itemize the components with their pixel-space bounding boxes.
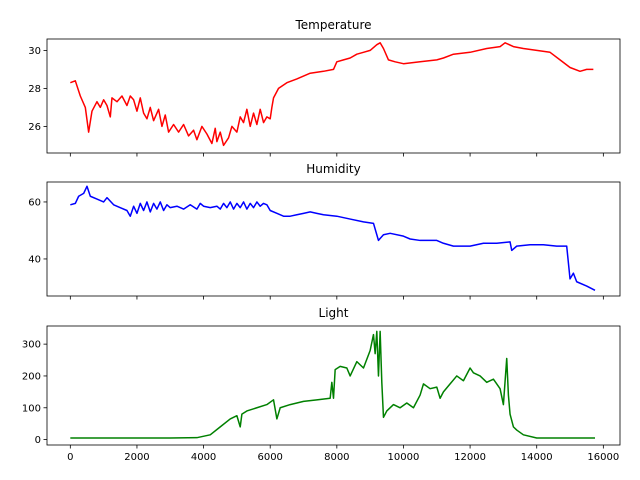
light-x-tick-label: 4000 [191, 452, 216, 463]
light-x-tick-label: 14000 [521, 452, 553, 463]
temperature-y-tick-label: 26 [28, 122, 41, 133]
humidity-y-tick-label: 40 [28, 254, 41, 265]
light-axes-frame [46, 325, 621, 446]
temperature-panel: Temperature 26 28 30 [28, 18, 621, 157]
temperature-series-line [70, 42, 594, 147]
light-y-tick-label: 0 [35, 435, 41, 446]
light-x-tick-label: 16000 [587, 452, 619, 463]
light-x-tick-label: 12000 [454, 452, 486, 463]
humidity-y-tick-label: 60 [28, 197, 41, 208]
temperature-y-tick-label: 28 [28, 84, 41, 95]
light-y-tick-label: 300 [22, 340, 41, 351]
light-x-tick-label: 0 [67, 452, 73, 463]
temperature-y-tick-label: 30 [28, 46, 41, 57]
temperature-axes-frame [46, 38, 621, 154]
humidity-plot-body [70, 185, 596, 291]
temperature-panel-title: Temperature [294, 18, 371, 32]
humidity-panel: Humidity 40 60 [28, 162, 621, 300]
light-series-line [70, 330, 596, 439]
temperature-plot-body [70, 42, 594, 147]
humidity-axes-frame [46, 181, 621, 297]
light-x-tick-label: 10000 [388, 452, 420, 463]
light-panel-title: Light [319, 306, 349, 320]
light-x-tick-label: 6000 [257, 452, 282, 463]
light-y-tick-label: 200 [22, 371, 41, 382]
humidity-panel-title: Humidity [306, 162, 360, 176]
light-x-tick-label: 8000 [324, 452, 349, 463]
humidity-series-line [70, 185, 596, 291]
light-x-tick-label: 2000 [124, 452, 149, 463]
light-y-tick-label: 100 [22, 403, 41, 414]
light-panel: Light 0 2000 4000 6000 8000 10000 12000 14000 16… [22, 306, 621, 463]
light-plot-body [70, 330, 596, 439]
